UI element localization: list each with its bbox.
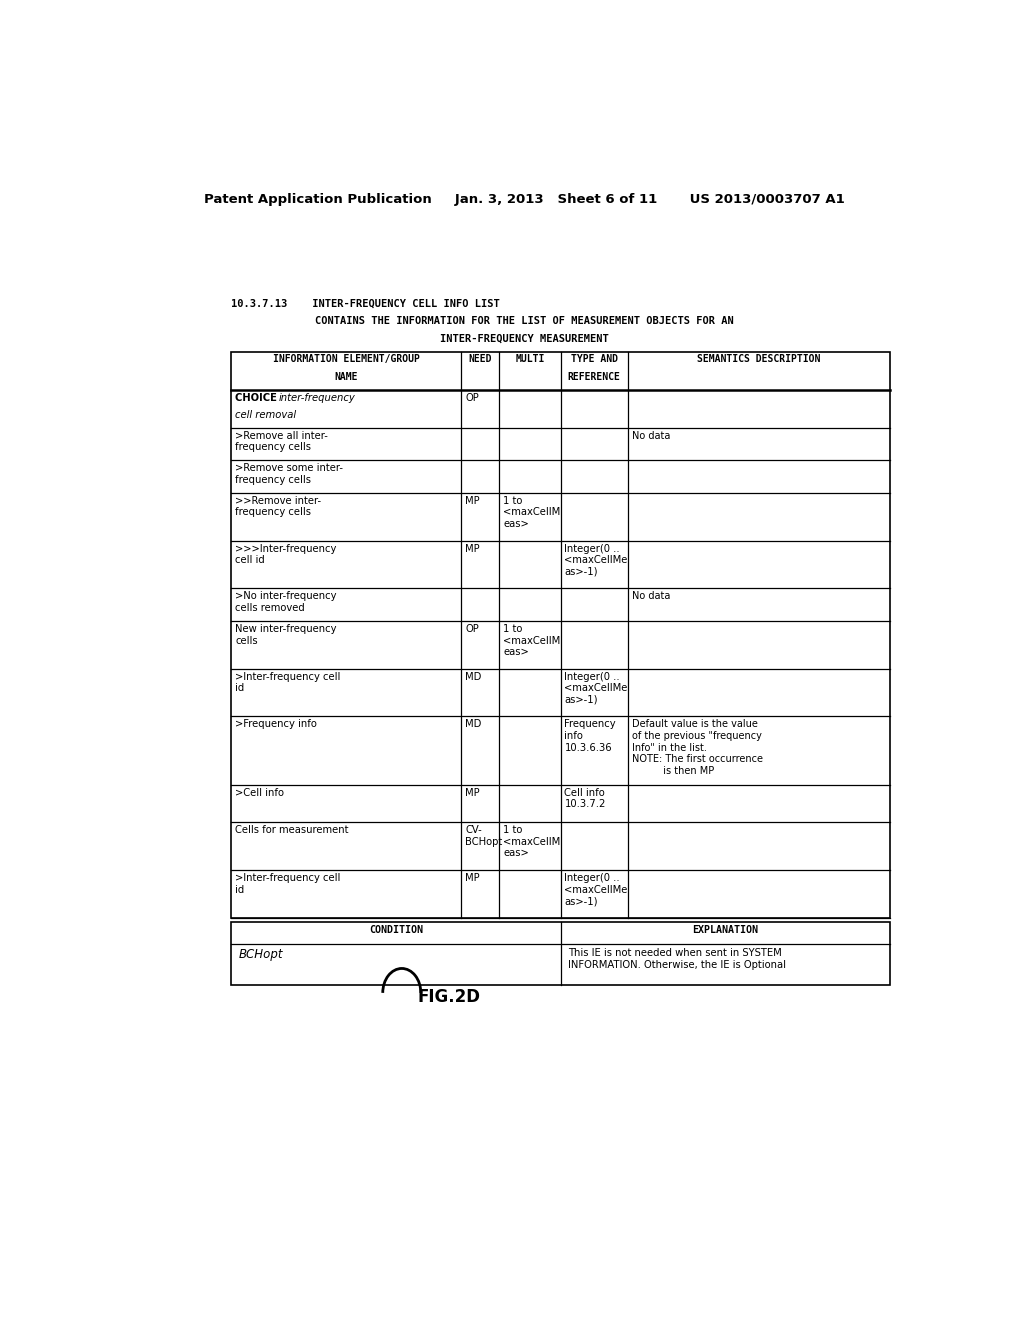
Text: >Frequency info: >Frequency info bbox=[236, 719, 317, 730]
Text: Default value is the value
of the previous "frequency
Info" in the list.
NOTE: T: Default value is the value of the previo… bbox=[632, 719, 763, 776]
Text: 1 to
<maxCellM
eas>: 1 to <maxCellM eas> bbox=[504, 624, 560, 657]
Text: OP: OP bbox=[465, 624, 479, 634]
Bar bbox=[231, 351, 890, 917]
Text: CONDITION: CONDITION bbox=[369, 925, 423, 935]
Text: MP: MP bbox=[465, 544, 480, 553]
Text: MULTI: MULTI bbox=[515, 354, 545, 363]
Text: cell removal: cell removal bbox=[236, 411, 296, 421]
Text: Patent Application Publication     Jan. 3, 2013   Sheet 6 of 11       US 2013/00: Patent Application Publication Jan. 3, 2… bbox=[205, 193, 845, 206]
Text: REFERENCE: REFERENCE bbox=[567, 372, 621, 381]
Text: inter-frequency: inter-frequency bbox=[279, 393, 355, 403]
Text: >No inter-frequency
cells removed: >No inter-frequency cells removed bbox=[236, 591, 337, 612]
Text: MP: MP bbox=[465, 788, 480, 797]
Text: CV-
BCHopt: CV- BCHopt bbox=[465, 825, 503, 846]
Text: 1 to
<maxCellM
eas>: 1 to <maxCellM eas> bbox=[504, 825, 560, 858]
Text: 1 to
<maxCellM
eas>: 1 to <maxCellM eas> bbox=[504, 496, 560, 529]
Text: >Remove some inter-
frequency cells: >Remove some inter- frequency cells bbox=[236, 463, 343, 484]
Text: Integer(0 ..
<maxCellMe
as>-1): Integer(0 .. <maxCellMe as>-1) bbox=[564, 544, 628, 577]
Text: CONTAINS THE INFORMATION FOR THE LIST OF MEASUREMENT OBJECTS FOR AN: CONTAINS THE INFORMATION FOR THE LIST OF… bbox=[315, 315, 734, 326]
Text: NEED: NEED bbox=[469, 354, 493, 363]
Text: Frequency
info
10.3.6.36: Frequency info 10.3.6.36 bbox=[564, 719, 616, 752]
Text: Cell info
10.3.7.2: Cell info 10.3.7.2 bbox=[564, 788, 606, 809]
Text: EXPLANATION: EXPLANATION bbox=[692, 925, 758, 935]
Text: No data: No data bbox=[632, 430, 671, 441]
Text: Integer(0 ..
<maxCellMe
as>-1): Integer(0 .. <maxCellMe as>-1) bbox=[564, 672, 628, 705]
Text: MD: MD bbox=[465, 672, 481, 681]
Text: New inter-frequency
cells: New inter-frequency cells bbox=[236, 624, 337, 645]
Text: BCHopt: BCHopt bbox=[240, 948, 284, 961]
Text: MP: MP bbox=[465, 496, 480, 506]
Text: CHOICE: CHOICE bbox=[236, 393, 281, 403]
Text: >Cell info: >Cell info bbox=[236, 788, 284, 797]
Text: >Remove all inter-
frequency cells: >Remove all inter- frequency cells bbox=[236, 430, 328, 453]
Text: This IE is not needed when sent in SYSTEM
INFORMATION. Otherwise, the IE is Opti: This IE is not needed when sent in SYSTE… bbox=[568, 948, 786, 970]
Text: Cells for measurement: Cells for measurement bbox=[236, 825, 348, 836]
Bar bbox=[231, 921, 890, 985]
Text: >Inter-frequency cell
id: >Inter-frequency cell id bbox=[236, 672, 341, 693]
Text: INFORMATION ELEMENT/GROUP: INFORMATION ELEMENT/GROUP bbox=[272, 354, 420, 363]
Text: INTER-FREQUENCY MEASUREMENT: INTER-FREQUENCY MEASUREMENT bbox=[440, 333, 609, 343]
Text: FIG.2D: FIG.2D bbox=[418, 987, 480, 1006]
Text: Integer(0 ..
<maxCellMe
as>-1): Integer(0 .. <maxCellMe as>-1) bbox=[564, 873, 628, 906]
Text: OP: OP bbox=[465, 393, 479, 403]
Text: MP: MP bbox=[465, 873, 480, 883]
Text: >>Remove inter-
frequency cells: >>Remove inter- frequency cells bbox=[236, 496, 322, 517]
Text: SEMANTICS DESCRIPTION: SEMANTICS DESCRIPTION bbox=[697, 354, 820, 363]
Text: No data: No data bbox=[632, 591, 671, 602]
Text: NAME: NAME bbox=[335, 372, 358, 381]
Text: 10.3.7.13    INTER-FREQUENCY CELL INFO LIST: 10.3.7.13 INTER-FREQUENCY CELL INFO LIST bbox=[231, 298, 500, 309]
Text: >Inter-frequency cell
id: >Inter-frequency cell id bbox=[236, 873, 341, 895]
Text: >>>Inter-frequency
cell id: >>>Inter-frequency cell id bbox=[236, 544, 337, 565]
Text: TYPE AND: TYPE AND bbox=[570, 354, 617, 363]
Text: MD: MD bbox=[465, 719, 481, 730]
